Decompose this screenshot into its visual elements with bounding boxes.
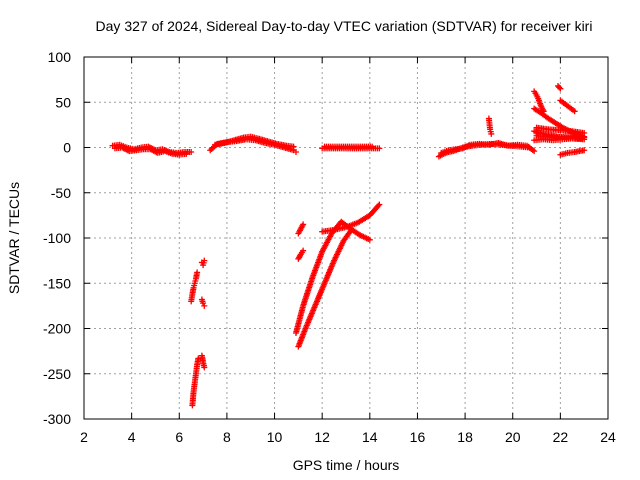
x-tick-label: 18 — [457, 429, 473, 445]
y-tick-label: -250 — [43, 366, 71, 382]
axis-ticks — [83, 56, 609, 420]
data-point — [194, 269, 201, 276]
data-point — [200, 300, 207, 307]
data-point — [531, 148, 538, 155]
data-point — [300, 247, 307, 254]
data-point — [376, 201, 383, 208]
y-tick-label: 100 — [48, 49, 72, 65]
data-point — [581, 130, 588, 137]
data-point — [183, 150, 190, 157]
x-tick-label: 24 — [600, 429, 616, 445]
y-axis-label: SDTVAR / TECUs — [6, 182, 22, 294]
y-tick-label: -50 — [51, 185, 71, 201]
x-tick-label: 6 — [175, 429, 183, 445]
y-tick-label: 0 — [63, 140, 71, 156]
data-point — [488, 130, 495, 137]
data-point — [375, 202, 382, 209]
x-tick-label: 22 — [553, 429, 569, 445]
data-point — [201, 364, 208, 371]
data-point — [376, 145, 383, 152]
y-tick-label: -150 — [43, 275, 71, 291]
data-point — [347, 227, 354, 234]
x-tick-label: 12 — [314, 429, 330, 445]
data-point — [290, 143, 297, 150]
x-tick-label: 14 — [362, 429, 378, 445]
x-tick-label: 4 — [128, 429, 136, 445]
data-point — [571, 108, 578, 115]
y-tick-label: -200 — [43, 321, 71, 337]
data-point — [369, 143, 376, 150]
x-tick-label: 2 — [80, 429, 88, 445]
x-tick-label: 10 — [267, 429, 283, 445]
x-axis-label: GPS time / hours — [293, 457, 400, 473]
data-point — [201, 302, 208, 309]
x-tick-label: 8 — [223, 429, 231, 445]
chart-title: Day 327 of 2024, Sidereal Day-to-day VTE… — [96, 18, 593, 34]
x-tick-labels: 2 4 6 8 10 12 14 16 18 20 22 24 — [80, 429, 616, 445]
data-points — [109, 82, 588, 409]
data-point — [300, 221, 307, 228]
data-point — [581, 147, 588, 154]
data-point — [188, 149, 195, 156]
data-point — [201, 257, 208, 264]
data-point — [366, 236, 373, 243]
x-tick-label: 20 — [505, 429, 521, 445]
y-tick-labels: 100 50 0 -50 -100 -150 -200 -250 -300 — [43, 49, 71, 427]
x-tick-label: 16 — [410, 429, 426, 445]
data-point — [557, 85, 564, 92]
data-point — [292, 149, 299, 156]
y-tick-label: -300 — [43, 411, 71, 427]
y-tick-label: 50 — [55, 94, 71, 110]
y-tick-label: -100 — [43, 230, 71, 246]
